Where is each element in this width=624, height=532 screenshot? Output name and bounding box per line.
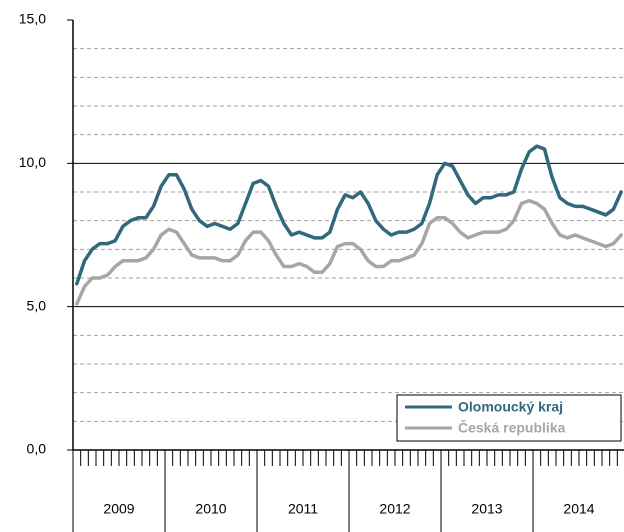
x-group-label: 2013 [471,501,502,517]
x-group-label: 2014 [563,501,594,517]
y-tick-label: 0,0 [27,441,47,457]
series-line [75,144,623,286]
x-group-label: 2010 [195,501,226,517]
y-tick-label: 10,0 [19,154,46,170]
y-tick-label: 15,0 [19,11,46,27]
legend-box [396,394,622,442]
x-group-label: 2011 [288,501,318,517]
legend-label: Olomoucký kraj [458,399,563,415]
y-tick-label: 5,0 [27,297,47,313]
x-group-label: 2012 [379,501,410,517]
legend-label: Česká republika [458,419,566,436]
series-line [75,198,623,306]
x-group-label: 2009 [103,501,134,517]
